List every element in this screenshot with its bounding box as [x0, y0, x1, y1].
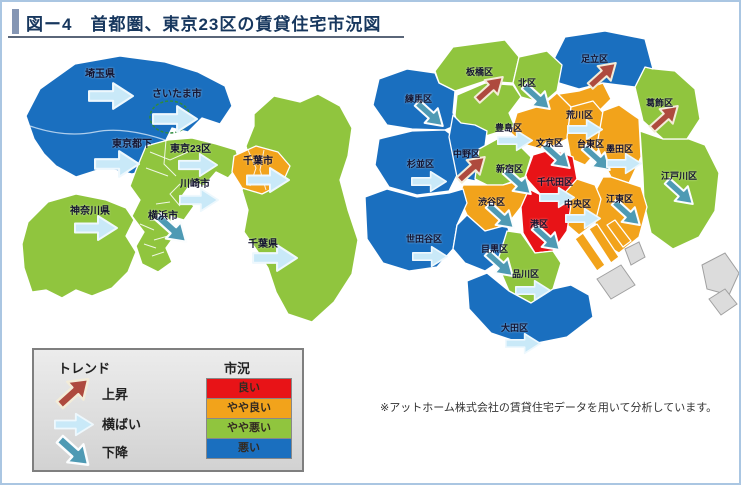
legend-swatch-somewhat-good: やや良い	[206, 398, 292, 419]
legend-arrow-down	[50, 428, 98, 476]
ward-label-suginami: 杉並区	[407, 159, 435, 169]
region-shape-23wards-kawasaki-yokohama	[129, 137, 241, 273]
region-label-yokohama: 横浜市	[148, 211, 178, 222]
legend-swatch-bad: 悪い	[206, 438, 292, 459]
legend-label-down: 下降	[102, 445, 129, 460]
bay-landfill-1	[596, 264, 636, 300]
ward-label-edogawa: 江戸川区	[661, 171, 698, 181]
legend-market-header: 市況	[224, 361, 251, 376]
ward-label-kita: 北区	[518, 78, 537, 88]
region-label-chiba-city: 千葉市	[243, 156, 273, 167]
region-label-tokyo-23ku: 東京23区	[170, 144, 212, 155]
ward-label-minato: 港区	[530, 219, 549, 229]
ward-label-ota: 大田区	[501, 323, 529, 333]
ward-label-toshima: 豊島区	[495, 123, 523, 133]
bay-landfill-3	[701, 252, 739, 296]
legend-arrow-flat	[54, 412, 94, 437]
ward-shape-adachi	[552, 30, 654, 90]
ward-label-adachi: 足立区	[581, 54, 609, 64]
title-underline	[8, 36, 404, 38]
ward-label-bunkyo: 文京区	[536, 138, 564, 148]
ward-label-chuo: 中央区	[564, 199, 592, 209]
region-label-tokyo-toka: 東京都下	[112, 139, 152, 150]
ward-label-shibuya: 渋谷区	[478, 197, 506, 207]
legend-swatch-somewhat-bad: やや悪い	[206, 418, 292, 439]
border-saitama-tokyo	[29, 125, 169, 142]
legend-swatch-good: 良い	[206, 378, 292, 399]
ward-label-shinagawa: 品川区	[512, 269, 540, 279]
ward-label-nerima: 練馬区	[405, 94, 433, 104]
region-label-kawasaki: 川崎市	[180, 179, 210, 190]
ward-label-arakawa: 荒川区	[566, 110, 594, 120]
legend-label-flat: 横ばい	[102, 417, 142, 432]
ward-label-shinjuku: 新宿区	[496, 164, 524, 174]
region-label-chiba-pref: 千葉県	[248, 239, 278, 250]
bay-strip-koto-1	[574, 232, 606, 272]
region-label-saitama-pref: 埼玉県	[85, 69, 115, 80]
ward-label-setagaya: 世田谷区	[406, 234, 443, 244]
legend-label-up: 上昇	[102, 387, 129, 402]
region-shape-chiba-pref	[241, 93, 359, 323]
legend-box: トレンド 市況 上昇 横ばい 下降 良い やや良い やや悪い 悪い	[32, 348, 304, 472]
ward-shape-edogawa	[639, 130, 720, 250]
title-accent-bar	[12, 9, 19, 34]
ward-label-chiyoda: 千代田区	[537, 177, 574, 187]
figure-title: 図ー4 首都圏、東京23区の賃貸住宅市況図	[26, 15, 382, 34]
ward-label-taito: 台東区	[577, 139, 605, 149]
ward-label-nakano: 中野区	[453, 149, 481, 159]
ward-shape-ota	[466, 272, 594, 346]
bay-landfill-2	[624, 241, 646, 266]
ward-label-koto: 江東区	[606, 194, 634, 204]
region-label-kanagawa: 神奈川県	[70, 206, 110, 217]
region-label-saitama-city: さいたま市	[152, 89, 202, 100]
attribution-note: ※アットホーム株式会社の賃貸住宅データを用いて分析しています。	[380, 402, 718, 414]
ward-label-meguro: 目黒区	[481, 244, 509, 254]
ward-label-katsushika: 葛飾区	[646, 98, 674, 108]
ward-label-sumida: 墨田区	[606, 144, 634, 154]
ward-label-itabashi: 板橋区	[466, 67, 494, 77]
legend-trend-header: トレンド	[58, 361, 111, 376]
bay-landfill-4	[708, 288, 738, 316]
ward-shape-setagaya	[364, 188, 468, 272]
